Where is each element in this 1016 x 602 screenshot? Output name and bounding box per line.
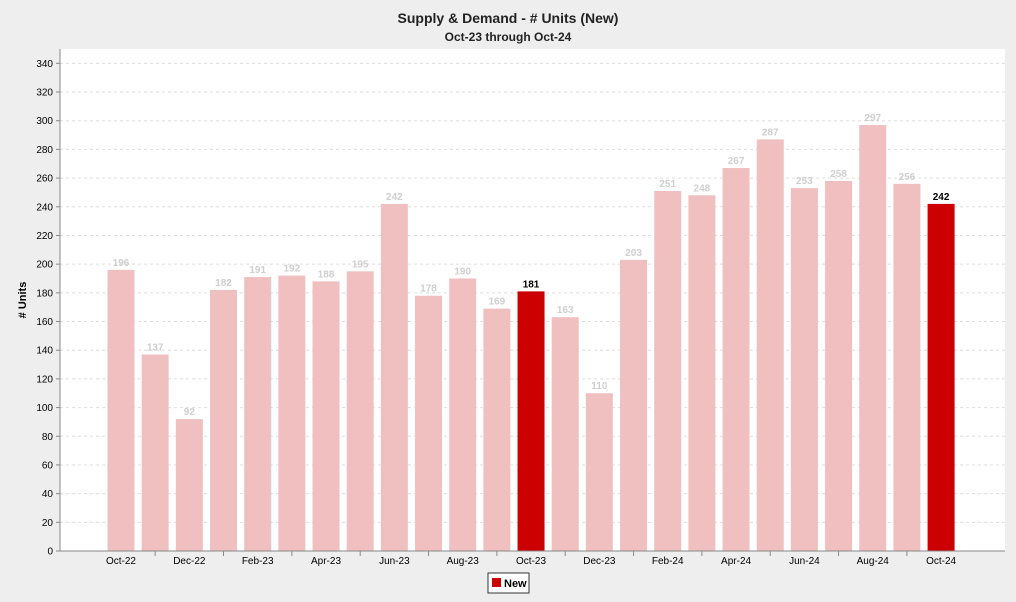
bar [756, 139, 784, 552]
y-axis: 0 20 40 60 80 100 120 140 160 180 200 220 240 260 280 3… [36, 49, 61, 558]
y-tick-label: 200 [36, 260, 53, 271]
bar [483, 308, 511, 551]
y-tick-label: 160 [36, 317, 53, 328]
data-label: 191 [249, 265, 266, 276]
y-tick-label: 20 [42, 518, 54, 529]
y-tick-label: 120 [36, 374, 53, 385]
x-axis: Oct-22 Dec-22 Feb-23 Apr-23 Jun-23 Aug-23 Oct-… [60, 550, 1005, 567]
bar [893, 183, 921, 551]
bar [654, 190, 682, 551]
bar [107, 269, 135, 551]
x-tick-label: Oct-24 [926, 556, 956, 567]
bar-highlighted [927, 203, 955, 551]
x-tick-label: Dec-23 [583, 556, 616, 567]
x-tick-label: Oct-23 [516, 556, 546, 567]
data-label: 190 [454, 266, 471, 277]
y-tick-label: 220 [36, 231, 53, 242]
x-tick-label: Jun-23 [379, 556, 410, 567]
bar [722, 168, 750, 551]
x-tick-label: Oct-22 [106, 556, 136, 567]
bar [175, 419, 203, 551]
bar [825, 180, 853, 551]
data-label: 181 [523, 279, 540, 290]
data-label: 195 [352, 259, 369, 270]
chart-title: Supply & Demand - # Units (New) [398, 10, 619, 26]
y-tick-label: 80 [42, 432, 54, 443]
bar [380, 203, 408, 551]
bar [688, 195, 716, 551]
bar [141, 354, 169, 551]
bar [790, 188, 818, 551]
data-label: 203 [625, 248, 642, 259]
y-tick-label: 340 [36, 59, 53, 70]
x-tick-label: Feb-24 [652, 556, 684, 567]
data-label: 163 [557, 305, 574, 316]
bar [551, 317, 579, 551]
y-tick-label: 320 [36, 88, 53, 99]
data-label: 169 [489, 297, 506, 308]
data-label: 92 [184, 407, 196, 418]
y-tick-label: 60 [42, 460, 54, 471]
y-tick-label: 0 [47, 547, 53, 558]
data-label: 258 [830, 169, 847, 180]
data-label: 248 [694, 183, 711, 194]
x-tick-label: Feb-23 [242, 556, 274, 567]
bar [585, 393, 613, 551]
data-label: 253 [796, 176, 813, 187]
bar [620, 259, 648, 551]
data-label: 188 [318, 269, 335, 280]
x-tick-label: Jun-24 [789, 556, 820, 567]
bar [449, 278, 477, 551]
data-label: 287 [762, 127, 779, 138]
data-label: 251 [659, 179, 676, 190]
y-tick-label: 100 [36, 403, 53, 414]
bar-highlighted [517, 291, 545, 551]
y-tick-label: 300 [36, 116, 53, 127]
legend: New [487, 572, 530, 594]
legend-label: New [504, 578, 527, 590]
data-label: 297 [864, 113, 881, 124]
data-label: 137 [147, 343, 164, 354]
y-tick-label: 240 [36, 202, 53, 213]
y-tick-label: 260 [36, 174, 53, 185]
data-label: 196 [113, 258, 130, 269]
chart-subtitle: Oct-23 through Oct-24 [445, 30, 572, 44]
bar [210, 289, 238, 551]
y-axis-title: # Units [17, 282, 29, 319]
bar [346, 271, 374, 551]
data-label: 192 [284, 264, 301, 275]
bar [278, 275, 306, 551]
data-label: 182 [215, 278, 232, 289]
y-tick-label: 140 [36, 346, 53, 357]
data-label: 242 [933, 192, 950, 203]
y-tick-label: 180 [36, 288, 53, 299]
bar [859, 125, 887, 551]
bar [415, 295, 443, 551]
x-tick-label: Dec-22 [173, 556, 206, 567]
bars-layer [107, 125, 955, 552]
x-tick-label: Apr-24 [721, 556, 751, 567]
x-tick-label: Aug-24 [857, 556, 890, 567]
bar [312, 281, 340, 551]
data-label: 242 [386, 192, 403, 203]
data-labels-layer: 196 137 92 182 191 192 188 195 242 178 190 169 181 16… [113, 113, 950, 418]
y-tick-label: 280 [36, 145, 53, 156]
data-label: 178 [420, 284, 437, 295]
y-tick-label: 40 [42, 489, 54, 500]
data-label: 110 [591, 381, 608, 392]
x-tick-label: Aug-23 [447, 556, 480, 567]
data-label: 267 [728, 156, 745, 167]
bar [244, 277, 272, 551]
data-label: 256 [899, 172, 916, 183]
x-tick-label: Apr-23 [311, 556, 341, 567]
legend-swatch [492, 578, 501, 587]
